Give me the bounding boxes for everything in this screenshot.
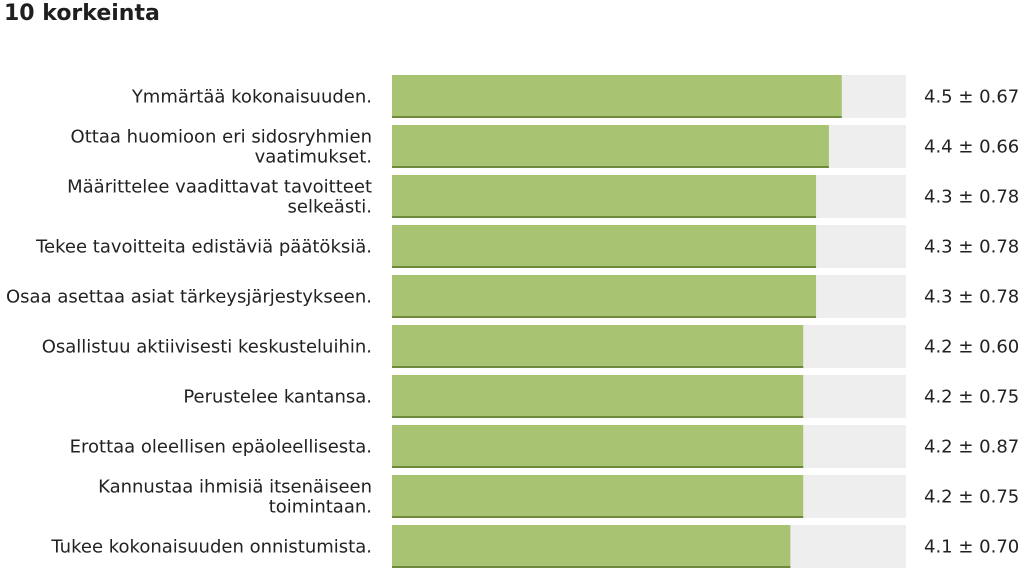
value-label: 4.2 ± 0.87 xyxy=(924,437,1019,458)
category-label-line: Perustelee kantansa. xyxy=(183,387,372,408)
bar-row: Määrittelee vaadittavat tavoitteet selkeä… xyxy=(67,175,1019,218)
value-label: 4.2 ± 0.75 xyxy=(924,387,1019,408)
category-label-line: Ymmärtää kokonaisuuden. xyxy=(131,87,372,108)
bar-underline xyxy=(392,166,829,168)
category-label-line: selkeästi. xyxy=(288,197,373,218)
category-label: Kannustaa ihmisiä itsenäiseen toimintaan. xyxy=(98,477,372,518)
category-label-line: Osaa asettaa asiat tärkeysjärjestykseen. xyxy=(6,287,372,308)
bar xyxy=(392,125,829,168)
bar-row: Ottaa huomioon eri sidosryhmien vaatimuks… xyxy=(71,125,1019,168)
bar xyxy=(392,525,791,568)
value-label: 4.5 ± 0.67 xyxy=(924,87,1019,108)
category-label: Erottaa oleellisen epäoleellisesta. xyxy=(70,437,372,458)
bar xyxy=(392,175,817,218)
bar-underline xyxy=(392,216,817,218)
bar-row: Tukee kokonaisuuden onnistumista. 4.1 ± 0… xyxy=(50,525,1019,568)
bar-underline xyxy=(392,366,804,368)
category-label: Määrittelee vaadittavat tavoitteet selkeä… xyxy=(67,177,372,218)
category-label: Osallistuu aktiivisesti keskusteluihin. xyxy=(42,337,372,358)
bar-underline xyxy=(392,516,804,518)
category-label-line: vaatimukset. xyxy=(255,147,372,168)
bar-row: Erottaa oleellisen epäoleellisesta. 4.2 ±… xyxy=(70,425,1019,468)
bar-underline xyxy=(392,466,804,468)
category-label: Ymmärtää kokonaisuuden. xyxy=(131,87,372,108)
category-label-line: Erottaa oleellisen epäoleellisesta. xyxy=(70,437,372,458)
bar xyxy=(392,425,804,468)
category-label-line: Osallistuu aktiivisesti keskusteluihin. xyxy=(42,337,372,358)
category-label: Tekee tavoitteita edistäviä päätöksiä. xyxy=(35,237,372,258)
category-label-line: Tekee tavoitteita edistäviä päätöksiä. xyxy=(35,237,372,258)
bar xyxy=(392,475,804,518)
category-label: Osaa asettaa asiat tärkeysjärjestykseen. xyxy=(6,287,372,308)
chart-title: 10 korkeinta xyxy=(4,1,160,26)
category-label: Perustelee kantansa. xyxy=(183,387,372,408)
bar-underline xyxy=(392,266,817,268)
value-label: 4.2 ± 0.75 xyxy=(924,487,1019,508)
value-label: 4.3 ± 0.78 xyxy=(924,187,1019,208)
bar-row: Kannustaa ihmisiä itsenäiseen toimintaan.… xyxy=(98,475,1019,518)
value-label: 4.3 ± 0.78 xyxy=(924,287,1019,308)
bar-underline xyxy=(392,566,791,568)
value-label: 4.2 ± 0.60 xyxy=(924,337,1019,358)
bar-row: Osaa asettaa asiat tärkeysjärjestykseen.… xyxy=(6,275,1019,318)
value-label: 4.4 ± 0.66 xyxy=(924,137,1019,158)
bar-row: Osallistuu aktiivisesti keskusteluihin. 4… xyxy=(42,325,1019,368)
value-label: 4.3 ± 0.78 xyxy=(924,237,1019,258)
category-label-line: Kannustaa ihmisiä itsenäiseen xyxy=(98,477,372,498)
bar xyxy=(392,225,817,268)
bar-row: Tekee tavoitteita edistäviä päätöksiä. 4.… xyxy=(35,225,1019,268)
bar xyxy=(392,275,817,318)
bar xyxy=(392,75,842,118)
bar xyxy=(392,325,804,368)
category-label-line: Tukee kokonaisuuden onnistumista. xyxy=(50,537,372,558)
bar-underline xyxy=(392,416,804,418)
category-label: Ottaa huomioon eri sidosryhmien vaatimuks… xyxy=(71,127,372,168)
bar-underline xyxy=(392,316,817,318)
value-label: 4.1 ± 0.70 xyxy=(924,537,1019,558)
bar-underline xyxy=(392,116,842,118)
bar xyxy=(392,375,804,418)
bar-row: Perustelee kantansa. 4.2 ± 0.75 xyxy=(183,375,1019,418)
category-label-line: Ottaa huomioon eri sidosryhmien xyxy=(71,127,372,148)
bar-row: Ymmärtää kokonaisuuden. 4.5 ± 0.67 xyxy=(131,75,1019,118)
category-label: Tukee kokonaisuuden onnistumista. xyxy=(50,537,372,558)
category-label-line: Määrittelee vaadittavat tavoitteet xyxy=(67,177,372,198)
category-label-line: toimintaan. xyxy=(269,497,372,518)
